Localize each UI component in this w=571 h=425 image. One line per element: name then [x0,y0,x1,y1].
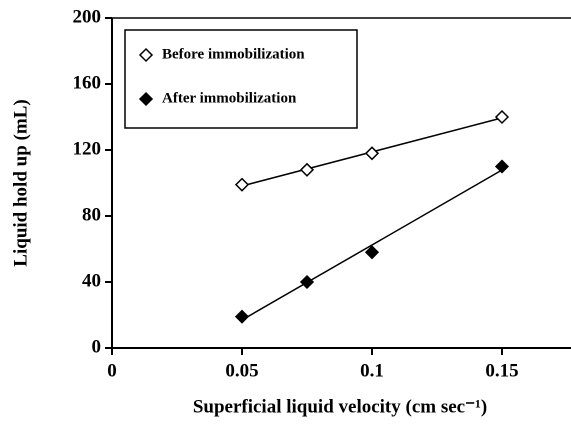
legend-box [124,29,358,129]
y-tick-label: 40 [82,270,101,291]
y-axis-label: Liquid hold up (mL) [10,99,31,266]
legend-marker [138,91,154,107]
y-tick-label: 80 [82,204,101,225]
marker [494,109,510,125]
legend-label: Before immobilization [162,46,305,62]
marker [494,159,510,174]
y-tick-label: 160 [73,72,102,93]
marker [299,274,315,290]
y-tick-label: 0 [92,336,102,357]
x-tick-label: 0.05 [225,360,258,381]
x-axis-label: Superficial liquid velocity (cm sec⁻¹) [193,396,487,417]
marker [364,245,380,260]
marker [234,309,250,324]
legend-label: After immobilization [162,90,297,106]
y-tick-label: 120 [73,138,102,159]
x-tick-label: 0 [107,360,117,381]
trend-line [241,169,503,321]
marker [299,162,315,177]
marker [364,146,380,161]
y-tick-label: 200 [73,6,102,27]
marker [234,177,250,192]
legend-marker [138,47,154,63]
x-tick-label: 0.1 [360,360,384,381]
x-tick-label: 0.15 [485,360,518,381]
